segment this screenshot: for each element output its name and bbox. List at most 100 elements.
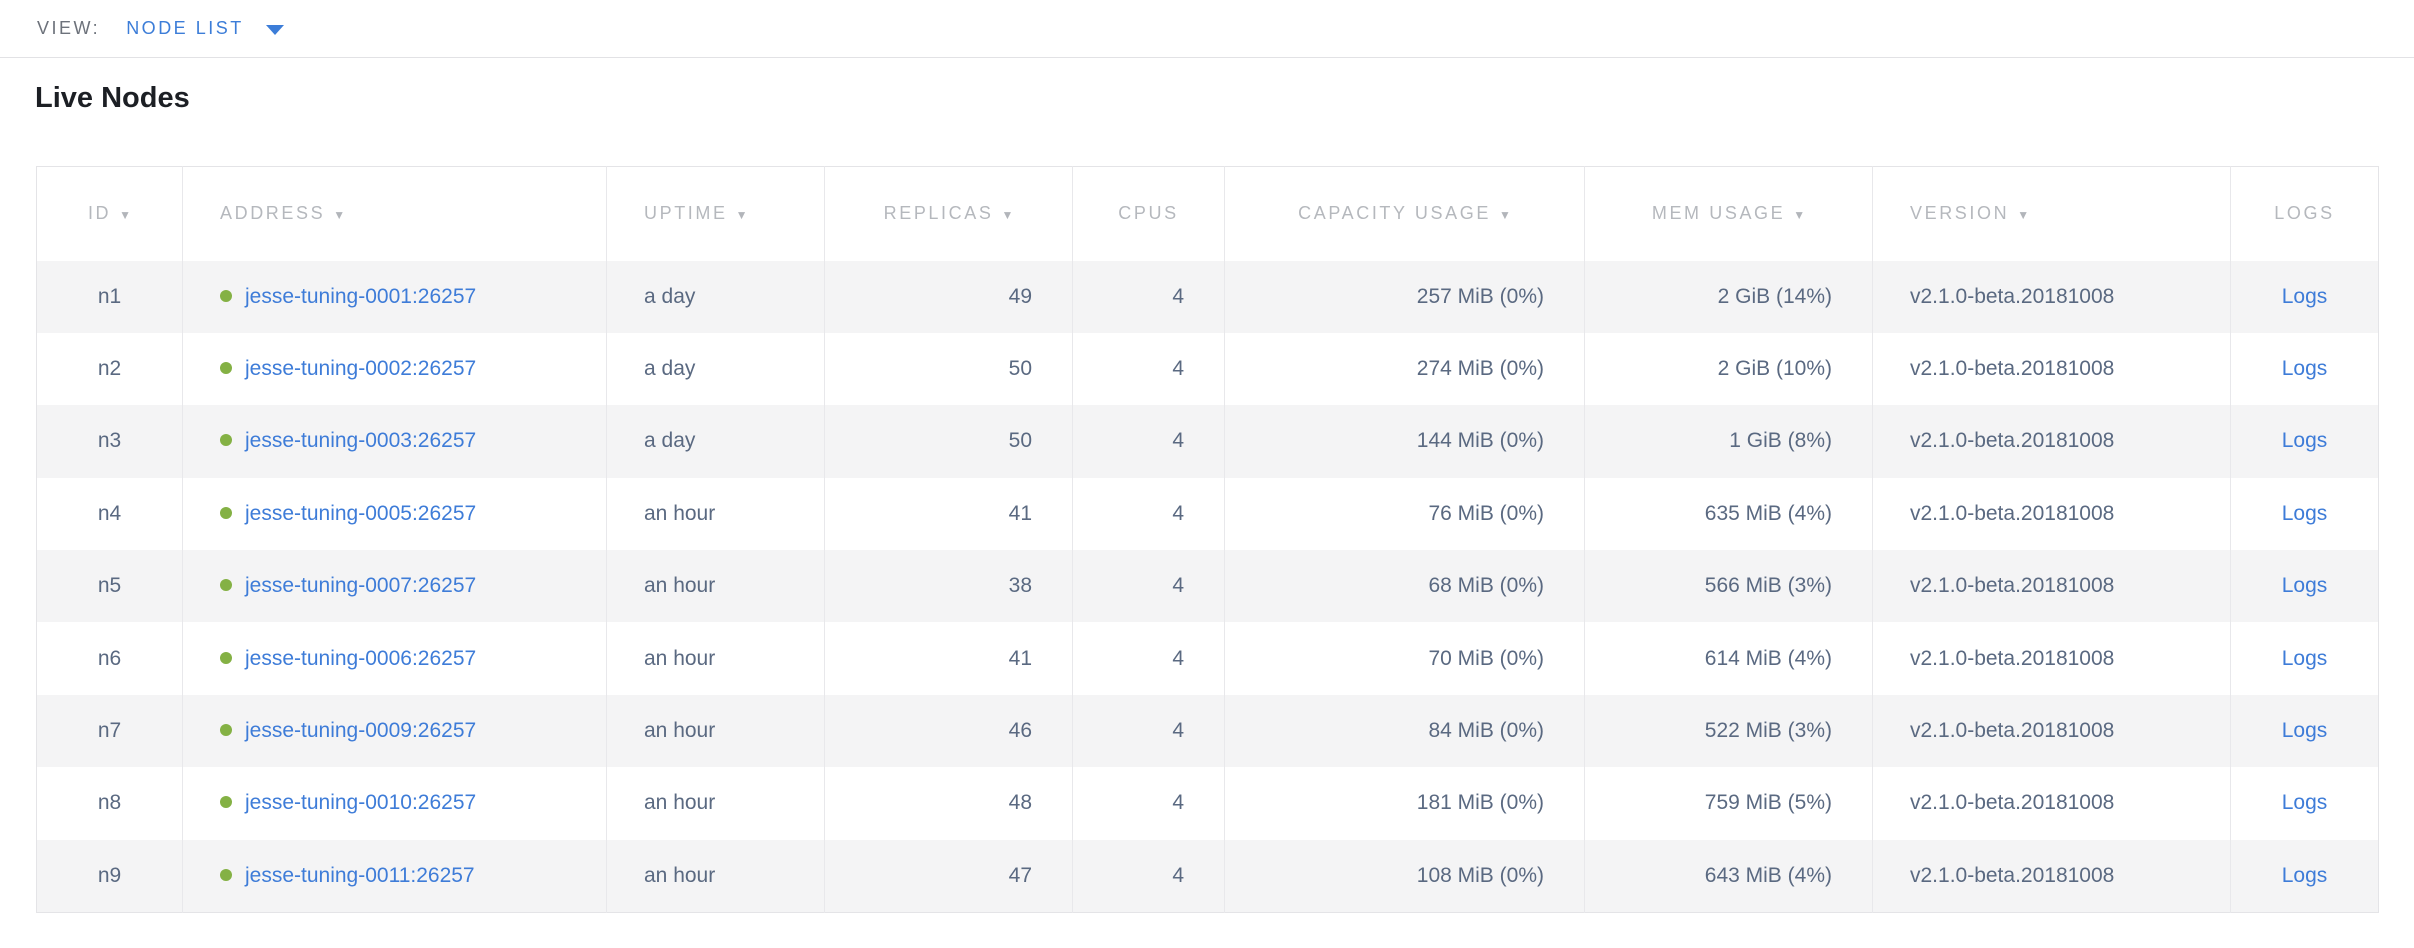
cell-capacity_usage: 257 MiB (0%) bbox=[1224, 260, 1585, 333]
cell-capacity_usage: 181 MiB (0%) bbox=[1224, 767, 1585, 840]
cell-version: v2.1.0-beta.20181008 bbox=[1872, 694, 2231, 768]
column-header-id[interactable]: ID ▼ bbox=[36, 166, 183, 261]
cell-address: jesse-tuning-0002:26257 bbox=[182, 332, 607, 406]
cell-logs: Logs bbox=[2231, 767, 2379, 839]
table-row: n2 jesse-tuning-0002:26257 a day 50 4 274 MiB… bbox=[36, 332, 2379, 406]
cell-address: jesse-tuning-0007:26257 bbox=[182, 550, 607, 623]
sort-desc-icon: ▼ bbox=[333, 208, 346, 223]
column-header-version[interactable]: VERSION ▼ bbox=[1872, 166, 2231, 261]
cell-version: v2.1.0-beta.20181008 bbox=[1872, 550, 2231, 623]
cell-mem_usage: 2 GiB (14%) bbox=[1584, 260, 1873, 333]
column-label: LOGS bbox=[2274, 203, 2335, 224]
node-logs-link[interactable]: Logs bbox=[2281, 574, 2328, 598]
table-row: n1 jesse-tuning-0001:26257 a day 49 4 257 MiB… bbox=[36, 260, 2379, 333]
node-logs-link[interactable]: Logs bbox=[2281, 429, 2328, 453]
cell-replicas: 38 bbox=[824, 550, 1073, 623]
table-body: n1 jesse-tuning-0001:26257 a day 49 4 257 MiB… bbox=[36, 260, 2379, 913]
node-live-status-icon bbox=[220, 289, 232, 302]
column-header-uptime[interactable]: UPTIME ▼ bbox=[606, 166, 825, 261]
sort-desc-icon: ▼ bbox=[1001, 208, 1014, 223]
cell-id: n2 bbox=[36, 332, 183, 406]
column-label: ID bbox=[87, 203, 112, 224]
node-address-link[interactable]: jesse-tuning-0003:26257 bbox=[245, 429, 477, 453]
cell-replicas: 41 bbox=[824, 477, 1073, 551]
node-logs-link[interactable]: Logs bbox=[2281, 357, 2328, 381]
node-logs-link[interactable]: Logs bbox=[2281, 863, 2328, 887]
cell-uptime: an hour bbox=[606, 622, 825, 695]
cell-cpus: 4 bbox=[1072, 622, 1225, 695]
chevron-down-icon bbox=[265, 24, 284, 35]
cell-address: jesse-tuning-0011:26257 bbox=[182, 839, 607, 913]
column-header-address[interactable]: ADDRESS ▼ bbox=[182, 166, 607, 261]
node-address-link[interactable]: jesse-tuning-0009:26257 bbox=[245, 719, 477, 743]
live-nodes-table: ID ▼ ADDRESS ▼ UPTIME ▼ REPLICAS ▼ CPUS CAPACITY … bbox=[36, 166, 2379, 913]
cell-version: v2.1.0-beta.20181008 bbox=[1872, 405, 2231, 478]
cell-mem_usage: 614 MiB (4%) bbox=[1584, 622, 1873, 695]
node-address-link[interactable]: jesse-tuning-0001:26257 bbox=[245, 284, 477, 308]
cell-logs: Logs bbox=[2231, 840, 2379, 912]
node-logs-link[interactable]: Logs bbox=[2281, 284, 2328, 308]
table-row: n5 jesse-tuning-0007:26257 an hour 38 4 68 Mi… bbox=[36, 550, 2379, 623]
table-header-row: ID ▼ ADDRESS ▼ UPTIME ▼ REPLICAS ▼ CPUS CAPACITY … bbox=[36, 166, 2379, 261]
cell-version: v2.1.0-beta.20181008 bbox=[1872, 477, 2231, 551]
node-address-link[interactable]: jesse-tuning-0005:26257 bbox=[245, 501, 477, 525]
cell-capacity_usage: 84 MiB (0%) bbox=[1224, 694, 1585, 768]
column-label: MEM USAGE bbox=[1651, 203, 1786, 224]
node-live-status-icon bbox=[220, 506, 232, 519]
column-header-replicas[interactable]: REPLICAS ▼ bbox=[824, 166, 1073, 261]
cell-cpus: 4 bbox=[1072, 694, 1225, 768]
column-label: ADDRESS bbox=[220, 203, 326, 224]
cell-capacity_usage: 274 MiB (0%) bbox=[1224, 332, 1585, 406]
cell-version: v2.1.0-beta.20181008 bbox=[1872, 767, 2231, 840]
cell-address: jesse-tuning-0001:26257 bbox=[182, 260, 607, 333]
cell-mem_usage: 2 GiB (10%) bbox=[1584, 332, 1873, 406]
node-address-link[interactable]: jesse-tuning-0002:26257 bbox=[245, 357, 477, 381]
column-header-capacity_usage[interactable]: CAPACITY USAGE ▼ bbox=[1224, 166, 1585, 261]
cell-id: n5 bbox=[36, 550, 183, 623]
cell-replicas: 48 bbox=[824, 767, 1073, 840]
node-live-status-icon bbox=[220, 579, 232, 592]
node-address-link[interactable]: jesse-tuning-0011:26257 bbox=[245, 863, 475, 887]
cell-logs: Logs bbox=[2231, 405, 2379, 477]
cell-mem_usage: 643 MiB (4%) bbox=[1584, 839, 1873, 913]
sort-desc-icon: ▼ bbox=[735, 208, 748, 223]
column-header-mem_usage[interactable]: MEM USAGE ▼ bbox=[1584, 166, 1873, 261]
cell-replicas: 47 bbox=[824, 839, 1073, 913]
node-logs-link[interactable]: Logs bbox=[2281, 646, 2328, 670]
table-row: n7 jesse-tuning-0009:26257 an hour 46 4 84 Mi… bbox=[36, 694, 2379, 768]
cell-uptime: an hour bbox=[606, 839, 825, 913]
cell-version: v2.1.0-beta.20181008 bbox=[1872, 260, 2231, 333]
cell-uptime: a day bbox=[606, 405, 825, 478]
node-address-link[interactable]: jesse-tuning-0010:26257 bbox=[245, 791, 477, 815]
cell-mem_usage: 759 MiB (5%) bbox=[1584, 767, 1873, 840]
cell-mem_usage: 566 MiB (3%) bbox=[1584, 550, 1873, 623]
cell-capacity_usage: 70 MiB (0%) bbox=[1224, 622, 1585, 695]
cell-id: n1 bbox=[36, 260, 183, 333]
cell-uptime: an hour bbox=[606, 477, 825, 551]
node-logs-link[interactable]: Logs bbox=[2281, 791, 2328, 815]
cell-capacity_usage: 144 MiB (0%) bbox=[1224, 405, 1585, 478]
node-logs-link[interactable]: Logs bbox=[2281, 719, 2328, 743]
cell-capacity_usage: 108 MiB (0%) bbox=[1224, 839, 1585, 913]
table-row: n8 jesse-tuning-0010:26257 an hour 48 4 181 M… bbox=[36, 767, 2379, 840]
cell-version: v2.1.0-beta.20181008 bbox=[1872, 622, 2231, 695]
column-label: UPTIME bbox=[644, 203, 728, 224]
node-address-link[interactable]: jesse-tuning-0006:26257 bbox=[245, 646, 477, 670]
table-row: n9 jesse-tuning-0011:26257 an hour 47 4 108 M… bbox=[36, 839, 2379, 913]
node-logs-link[interactable]: Logs bbox=[2281, 501, 2328, 525]
cell-logs: Logs bbox=[2231, 478, 2379, 550]
cell-logs: Logs bbox=[2231, 261, 2379, 333]
node-address-link[interactable]: jesse-tuning-0007:26257 bbox=[245, 574, 477, 598]
table-row: n4 jesse-tuning-0005:26257 an hour 41 4 76 Mi… bbox=[36, 477, 2379, 551]
column-header-cpus: CPUS bbox=[1072, 166, 1225, 261]
column-label: CPUS bbox=[1118, 203, 1179, 224]
cell-logs: Logs bbox=[2231, 333, 2379, 405]
cell-id: n6 bbox=[36, 622, 183, 695]
node-live-status-icon bbox=[220, 868, 232, 881]
cell-logs: Logs bbox=[2231, 622, 2379, 694]
cell-replicas: 41 bbox=[824, 622, 1073, 695]
cell-id: n7 bbox=[36, 694, 183, 768]
view-dropdown[interactable]: NODE LIST bbox=[126, 18, 284, 39]
cell-id: n3 bbox=[36, 405, 183, 478]
cell-uptime: a day bbox=[606, 332, 825, 406]
